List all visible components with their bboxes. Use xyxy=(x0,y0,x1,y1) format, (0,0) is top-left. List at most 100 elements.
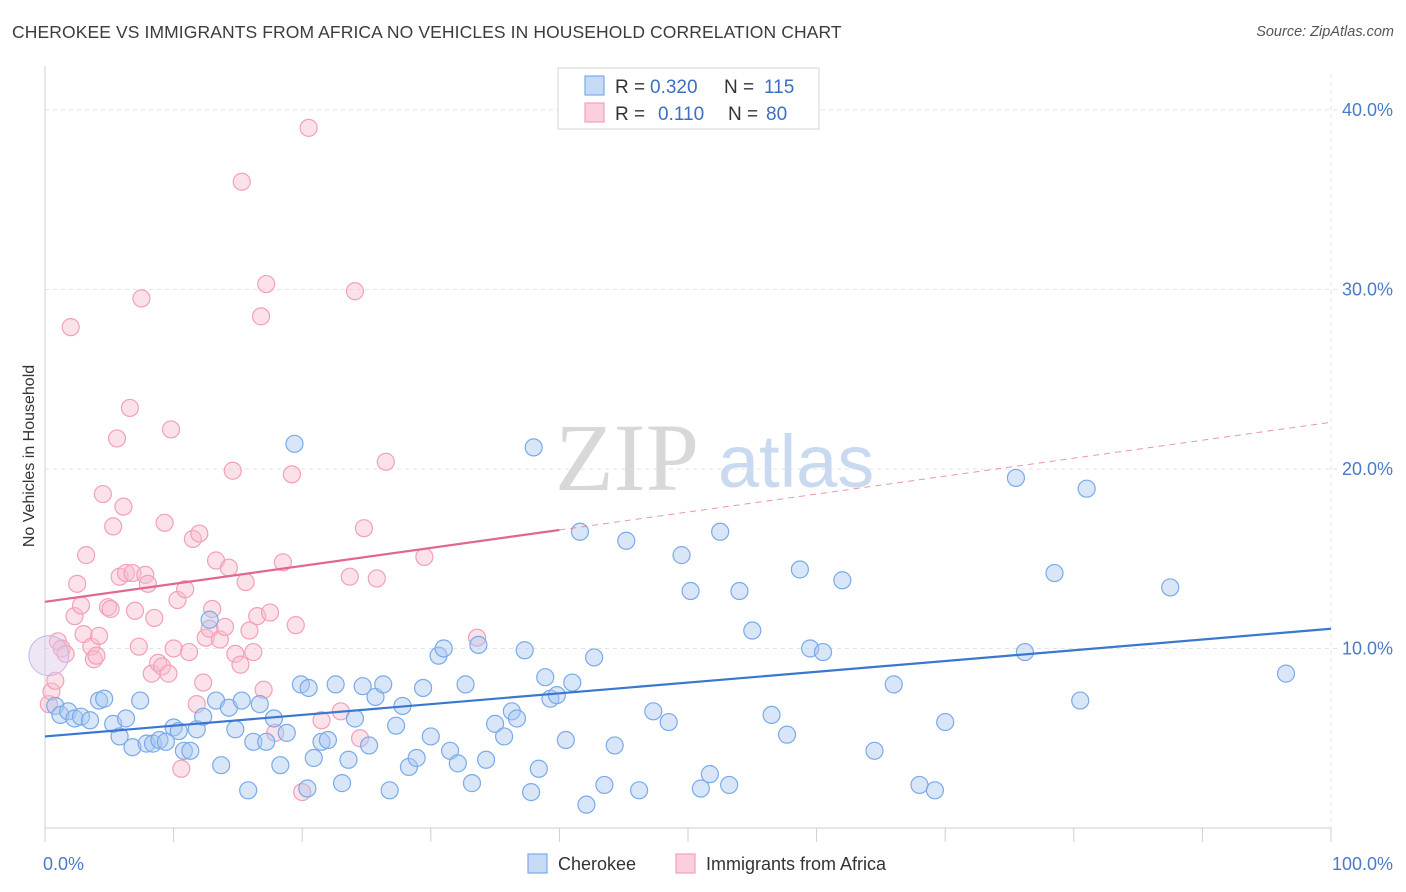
bottom-legend: Cherokee Immigrants from Africa xyxy=(527,853,887,874)
cherokee-point-96 xyxy=(790,560,809,579)
cherokee-point-63 xyxy=(469,635,488,654)
africa-point-56 xyxy=(231,655,250,674)
y-tick-label-4: 40.0% xyxy=(1342,100,1393,120)
africa-point-57 xyxy=(232,172,251,191)
axes xyxy=(44,66,1332,842)
cherokee-point-93 xyxy=(743,621,762,640)
africa-point-11 xyxy=(77,546,96,565)
cherokee-point-51 xyxy=(386,716,406,735)
cherokee-point-91 xyxy=(720,775,739,795)
cherokee-point-22 xyxy=(194,707,213,726)
cherokee-point-46 xyxy=(353,677,372,696)
cherokee-point-27 xyxy=(226,720,245,739)
cherokee-point-70 xyxy=(522,782,541,802)
africa-point-63 xyxy=(254,680,273,699)
africa-point-6 xyxy=(61,318,80,337)
cherokee-point-28 xyxy=(232,691,251,710)
legend-n-value-2: 80 xyxy=(766,104,787,125)
africa-point-49 xyxy=(203,599,222,619)
cherokee-point-89 xyxy=(700,765,719,784)
cherokee-point-7 xyxy=(95,689,114,708)
africa-point-14 xyxy=(87,646,106,665)
bottom-legend-swatch-africa xyxy=(675,853,696,874)
cherokee-point-95 xyxy=(777,725,797,744)
cherokee-point-16 xyxy=(156,732,175,751)
africa-point-60 xyxy=(244,642,263,662)
cherokee-point-54 xyxy=(407,748,426,768)
cherokee-point-80 xyxy=(595,775,614,795)
cherokee-point-108 xyxy=(1071,691,1090,710)
legend-swatch-cherokee xyxy=(584,75,605,96)
cherokee-point-113 xyxy=(299,678,318,698)
series-africa-points xyxy=(28,118,487,802)
africa-point-36 xyxy=(159,664,178,683)
africa-point-53 xyxy=(219,558,238,577)
cluster-point xyxy=(28,635,70,677)
cherokee-point-15 xyxy=(150,730,169,750)
watermark-zip: ZIP xyxy=(555,404,699,511)
cherokee-point-104 xyxy=(936,712,955,732)
africa-point-32 xyxy=(145,608,164,628)
y-tick-label-3: 30.0% xyxy=(1342,279,1393,299)
legend-r-value-1: 0.320 xyxy=(650,77,698,98)
cherokee-point-98 xyxy=(813,642,833,662)
cherokee-point-42 xyxy=(326,675,345,694)
cherokee-point-110 xyxy=(1161,578,1180,597)
africa-point-74 xyxy=(340,567,359,586)
series-cherokee-points xyxy=(46,434,1296,814)
legend-n-label-2: N = xyxy=(728,104,758,125)
trend-lines xyxy=(44,421,1332,738)
cherokee-point-109 xyxy=(1077,479,1096,498)
africa-point-46 xyxy=(194,673,213,692)
cherokee-point-112 xyxy=(524,438,543,457)
africa-point-26 xyxy=(125,601,145,620)
cherokee-point-92 xyxy=(730,581,749,601)
africa-point-16 xyxy=(93,484,112,504)
cherokee-point-103 xyxy=(925,781,945,800)
legend-r-label-2: R = xyxy=(615,104,645,125)
africa-point-40 xyxy=(172,759,191,778)
cherokee-point-41 xyxy=(318,730,338,750)
africa-point-77 xyxy=(354,519,374,538)
africa-point-8 xyxy=(68,574,87,593)
africa-point-79 xyxy=(376,452,395,471)
africa-point-42 xyxy=(179,642,199,662)
africa-point-28 xyxy=(132,289,151,308)
africa-point-55 xyxy=(226,644,245,663)
cherokee-point-64 xyxy=(476,750,496,769)
africa-point-37 xyxy=(161,420,181,439)
cherokee-point-49 xyxy=(374,675,393,694)
cherokee-point-47 xyxy=(359,736,379,755)
cherokee-point-3 xyxy=(65,709,84,728)
africa-point-58 xyxy=(236,572,255,592)
africa-point-81 xyxy=(467,628,487,647)
cherokee-point-69 xyxy=(515,641,534,660)
cherokee-point-55 xyxy=(413,678,433,698)
y-tick-labels: 10.0% 20.0% 30.0% 40.0% xyxy=(1342,100,1393,659)
cherokee-point-75 xyxy=(556,730,575,750)
africa-point-80 xyxy=(415,547,434,567)
trend-line-africa-dashed xyxy=(559,421,1332,531)
africa-point-59 xyxy=(240,621,259,640)
cherokee-point-111 xyxy=(1276,664,1296,683)
legend-n-label-1: N = xyxy=(724,77,754,98)
africa-point-1 xyxy=(42,682,61,701)
trend-line-africa-solid xyxy=(44,528,560,603)
africa-point-20 xyxy=(107,429,127,448)
africa-point-22 xyxy=(114,497,133,516)
cherokee-point-10 xyxy=(116,709,136,728)
cherokee-point-35 xyxy=(277,723,296,742)
africa-point-47 xyxy=(196,628,215,647)
africa-point-9 xyxy=(71,596,91,615)
africa-point-38 xyxy=(164,639,183,658)
cherokee-point-72 xyxy=(536,668,555,687)
cherokee-point-90 xyxy=(711,522,730,541)
cherokee-point-107 xyxy=(1045,563,1064,583)
africa-point-34 xyxy=(152,657,172,676)
africa-point-64 xyxy=(257,274,276,294)
legend-r-label-1: R = xyxy=(615,77,645,98)
cherokee-point-100 xyxy=(865,741,884,760)
cherokee-point-86 xyxy=(672,546,691,565)
cherokee-point-36 xyxy=(285,434,304,453)
